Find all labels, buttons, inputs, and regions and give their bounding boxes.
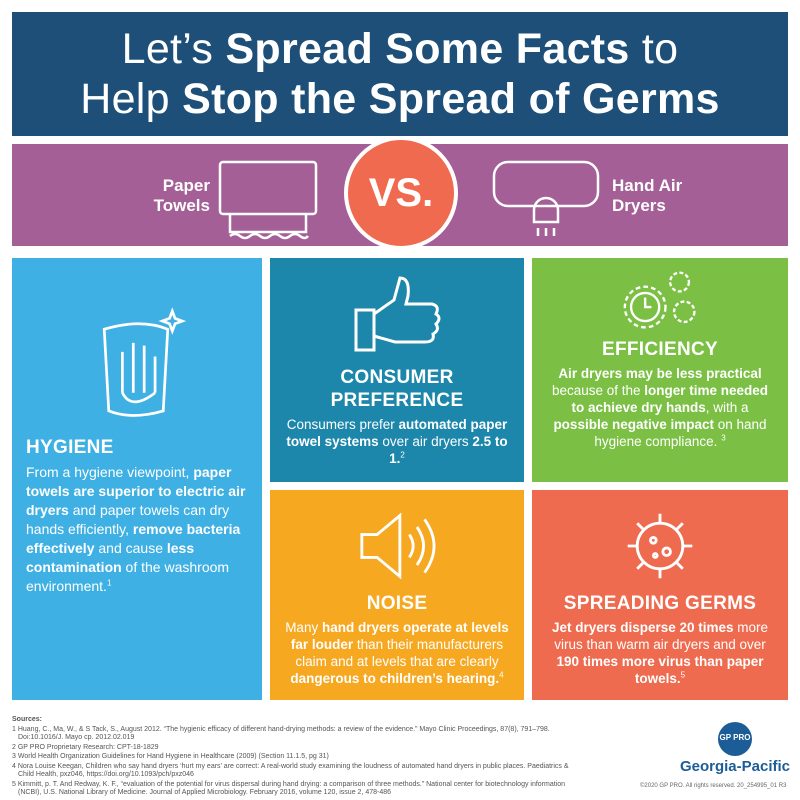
efficiency-body: Air dryers may be less practical because… — [546, 365, 774, 450]
text-segment: , with a — [705, 400, 749, 415]
hand-air-dryers-label: Hand Air Dryers — [612, 176, 683, 215]
thumbs-up-icon — [354, 276, 441, 352]
footnote-ref: 3 — [721, 433, 726, 443]
paper-towels-label: Paper Towels — [153, 176, 210, 215]
footnote-ref: 2 — [400, 450, 405, 460]
text-segment: less contamination — [26, 540, 195, 575]
noise-card: NOISE Many hand dryers operate at levels… — [270, 490, 524, 700]
text-segment: automated paper towel systems — [286, 417, 508, 449]
text-segment: Stop the Spread of Germs — [182, 75, 720, 123]
consumer-preference-heading: CONSUMER PREFERENCE — [330, 367, 464, 411]
text-segment: possible negative impact — [553, 417, 714, 432]
text-segment: Consumers prefer — [286, 417, 399, 432]
efficiency-card: EFFICIENCY Air dryers may be less practi… — [532, 258, 788, 482]
footnote-ref: 5 — [680, 670, 686, 680]
speaker-icon — [360, 512, 436, 580]
text-segment: over air dryers — [378, 434, 473, 449]
source-item: 2 GP PRO Proprietary Research: CPT-18-18… — [12, 743, 159, 751]
source-item: 1 Huang, C., Ma, W., & S Tack, S., Augus… — [12, 725, 550, 742]
paper-towel-dispenser-icon — [218, 160, 318, 240]
text-segment: longer time needed to achieve dry hands — [571, 383, 769, 415]
text-segment: to — [629, 25, 679, 73]
text-segment: hand dryers operate at levels far louder — [290, 620, 509, 652]
text-segment: and paper towels can dry hands efficient… — [26, 502, 230, 537]
text-segment: paper towels are superior to electric ai… — [26, 464, 246, 518]
title-banner: Let’s Spread Some Facts to Help Stop the… — [12, 12, 788, 136]
consumer-preference-card: CONSUMER PREFERENCE Consumers prefer aut… — [270, 258, 524, 482]
brand-name: Georgia-Pacific — [679, 758, 791, 775]
source-item: 4 Nora Louise Keegan, Children who say h… — [12, 762, 569, 779]
text-segment: Many — [285, 620, 322, 635]
text-segment: of the washroom environment. — [26, 559, 230, 594]
footnote-ref: 1 — [106, 578, 112, 588]
title-line-1: Let’s Spread Some Facts to — [12, 24, 788, 74]
sources-list: Sources: 1 Huang, C., Ma, W., & S Tack, … — [12, 716, 572, 798]
spreading-germs-card: SPREADING GERMS Jet dryers disperse 20 t… — [532, 490, 788, 700]
noise-body: Many hand dryers operate at levels far l… — [284, 619, 510, 687]
text-segment: Let’s — [121, 25, 226, 73]
text-segment: than their manufacturers claim and at le… — [295, 637, 504, 669]
text-segment: Jet dryers disperse 20 times — [551, 620, 734, 635]
text-segment: more virus than warm air dryers and over — [554, 620, 769, 652]
gp-pro-badge: GP PRO — [718, 722, 752, 756]
efficiency-heading: EFFICIENCY — [602, 339, 718, 360]
sources-heading: Sources: — [12, 716, 42, 723]
vs-badge: VS. — [344, 136, 458, 250]
text-segment: 190 times more virus than paper towels. — [556, 654, 764, 686]
hand-wiping-icon — [102, 307, 186, 417]
text-segment: Help — [80, 75, 183, 123]
source-item: 3 World Health Organization Guidelines f… — [12, 753, 329, 760]
text-segment: remove bacteria effectively — [26, 521, 241, 556]
title-line-2: Help Stop the Spread of Germs — [12, 74, 788, 124]
georgia-pacific-logo: GP PRO Georgia-Pacific — [675, 722, 795, 776]
text-segment: 2.5 to 1. — [389, 434, 508, 466]
spreading-germs-heading: SPREADING GERMS — [563, 593, 757, 614]
text-segment: because of the — [551, 383, 645, 398]
text-segment: Air dryers may be less practical — [558, 366, 762, 381]
gears-clock-icon — [623, 271, 696, 329]
spreading-germs-body: Jet dryers disperse 20 times more virus … — [546, 619, 774, 687]
hygiene-card: HYGIENE From a hygiene viewpoint, paper … — [12, 258, 262, 700]
source-item: 5 Kimmitt, p. T. And Redway, K. F., “eva… — [12, 780, 566, 797]
hand-dryer-icon — [492, 160, 600, 236]
noise-heading: NOISE — [366, 593, 428, 614]
consumer-preference-body: Consumers prefer automated paper towel s… — [284, 416, 510, 467]
copyright: ©2020 GP PRO. All rights reserved. 20_25… — [640, 783, 787, 789]
hygiene-heading: HYGIENE — [26, 437, 114, 458]
text-segment: dangerous to children’s hearing. — [290, 671, 500, 686]
virus-icon — [627, 513, 693, 579]
text-segment: Spread Some Facts — [225, 25, 630, 73]
text-segment: and cause — [94, 540, 167, 556]
text-segment: From a hygiene viewpoint, — [26, 464, 194, 480]
hygiene-body: From a hygiene viewpoint, paper towels a… — [26, 463, 248, 596]
text-segment: on hand hygiene compliance. — [594, 417, 767, 449]
footnote-ref: 4 — [499, 670, 504, 680]
